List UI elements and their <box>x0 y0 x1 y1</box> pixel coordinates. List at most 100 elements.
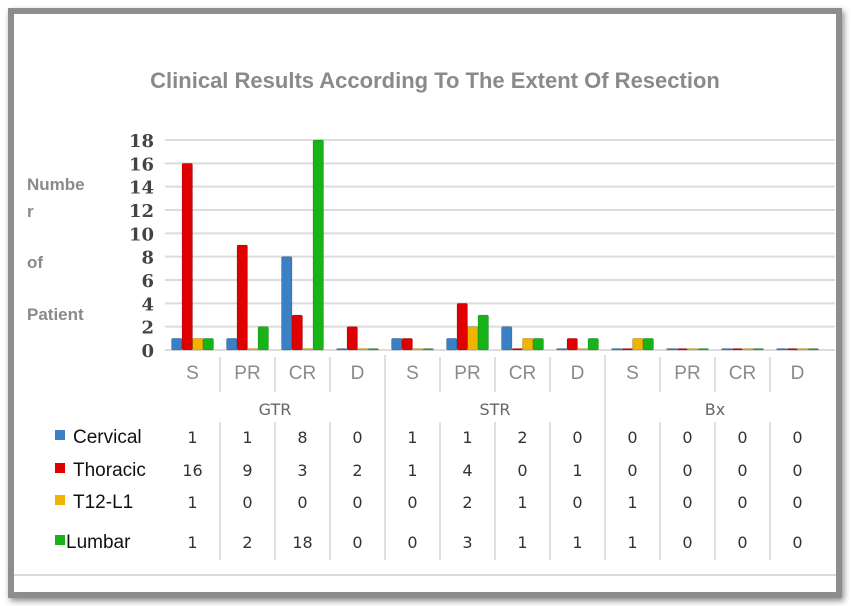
bar-lumbar-1 <box>257 326 269 351</box>
legend-label: T12-L1 <box>73 492 133 513</box>
table-cell: 0 <box>352 428 362 447</box>
table-cell: 0 <box>737 493 747 512</box>
y-tick-label: 4 <box>141 294 154 315</box>
x-category-label: S <box>406 363 419 384</box>
x-category-label: PR <box>234 363 260 384</box>
x-category-label: S <box>186 363 199 384</box>
bar-cervical-10 <box>721 348 733 351</box>
table-cell: 1 <box>187 428 197 447</box>
y-axis-label: Numbe <box>27 175 85 194</box>
y-tick-label: 12 <box>129 201 154 222</box>
x-category-label: D <box>351 363 365 384</box>
table-cell: 0 <box>792 493 802 512</box>
table-cell: 1 <box>187 493 197 512</box>
bar-cervical-2 <box>281 256 293 351</box>
legend-label: Thoracic <box>73 460 146 481</box>
table-cell: 0 <box>407 533 417 552</box>
bar-t12-l1-10 <box>742 348 754 351</box>
table-cell: 1 <box>187 533 197 552</box>
table-cell: 3 <box>462 533 472 552</box>
table-cell: 0 <box>572 493 582 512</box>
table-cell: 0 <box>792 428 802 447</box>
bar-lumbar-0 <box>202 338 214 351</box>
bar-thoracic-6 <box>511 348 523 351</box>
table-cell: 0 <box>682 428 692 447</box>
bar-cervical-7 <box>556 348 568 351</box>
legend-swatch-t12-l1 <box>55 495 65 505</box>
table-cell: 1 <box>517 493 527 512</box>
y-tick-label: 8 <box>141 248 154 269</box>
bar-lumbar-7 <box>587 338 599 351</box>
x-group-label: Bx <box>705 400 725 419</box>
table-cell: 1 <box>627 533 637 552</box>
table-cell: 0 <box>352 493 362 512</box>
bar-t12-l1-3 <box>357 348 369 351</box>
x-category-label: PR <box>454 363 480 384</box>
bar-t12-l1-1 <box>247 348 259 351</box>
table-cell: 1 <box>517 533 527 552</box>
bar-thoracic-7 <box>566 338 578 351</box>
table-cell: 0 <box>737 461 747 480</box>
x-category-label: CR <box>289 363 316 384</box>
bar-cervical-1 <box>226 338 238 351</box>
bar-t12-l1-9 <box>687 348 699 351</box>
table-cell: 2 <box>352 461 362 480</box>
table-cell: 0 <box>352 533 362 552</box>
table-cell: 8 <box>297 428 307 447</box>
y-tick-label: 16 <box>129 154 154 175</box>
x-group-label: GTR <box>259 400 292 419</box>
bar-lumbar-8 <box>642 338 654 351</box>
legend-label: Lumbar <box>66 532 131 553</box>
table-cell: 0 <box>682 493 692 512</box>
table-cell: 1 <box>627 493 637 512</box>
table-cell: 1 <box>407 461 417 480</box>
table-cell: 0 <box>737 428 747 447</box>
bar-lumbar-3 <box>367 348 379 351</box>
table-cell: 0 <box>682 461 692 480</box>
bar-cervical-5 <box>446 338 458 351</box>
bar-cervical-3 <box>336 348 348 351</box>
bar-cervical-6 <box>501 326 513 351</box>
bar-t12-l1-5 <box>467 326 479 351</box>
x-category-label: S <box>626 363 639 384</box>
x-category-label: D <box>571 363 585 384</box>
table-cell: 0 <box>297 493 307 512</box>
table-cell: 4 <box>462 461 472 480</box>
bar-t12-l1-7 <box>577 348 589 351</box>
y-tick-label: 0 <box>141 341 154 362</box>
chart-title: Clinical Results According To The Extent… <box>150 68 720 93</box>
bar-lumbar-11 <box>807 348 819 351</box>
bar-thoracic-4 <box>401 338 413 351</box>
table-cell: 1 <box>462 428 472 447</box>
table-cell: 1 <box>407 428 417 447</box>
table-cell: 0 <box>792 461 802 480</box>
bar-t12-l1-4 <box>412 348 424 351</box>
table-cell: 0 <box>627 428 637 447</box>
table-cell: 1 <box>572 533 582 552</box>
bar-thoracic-11 <box>786 348 798 351</box>
table-cell: 1 <box>572 461 582 480</box>
bar-t12-l1-8 <box>632 338 644 351</box>
bar-cervical-4 <box>391 338 403 351</box>
table-cell: 0 <box>242 493 252 512</box>
table-cell: 2 <box>242 533 252 552</box>
legend-swatch-thoracic <box>55 463 65 473</box>
bar-thoracic-2 <box>291 314 303 351</box>
y-tick-label: 18 <box>129 131 154 152</box>
bar-t12-l1-2 <box>302 348 314 351</box>
table-cell: 18 <box>292 533 312 552</box>
bar-thoracic-0 <box>181 163 193 351</box>
bar-thoracic-10 <box>731 348 743 351</box>
bar-cervical-11 <box>776 348 788 351</box>
table-cell: 16 <box>182 461 202 480</box>
table-cell: 0 <box>682 533 692 552</box>
bar-lumbar-2 <box>312 139 324 351</box>
table-cell: 0 <box>792 533 802 552</box>
table-cell: 2 <box>462 493 472 512</box>
bar-thoracic-9 <box>676 348 688 351</box>
x-category-label: CR <box>509 363 536 384</box>
bar-cervical-8 <box>611 348 623 351</box>
bar-thoracic-3 <box>346 326 358 351</box>
y-tick-label: 14 <box>129 178 154 199</box>
